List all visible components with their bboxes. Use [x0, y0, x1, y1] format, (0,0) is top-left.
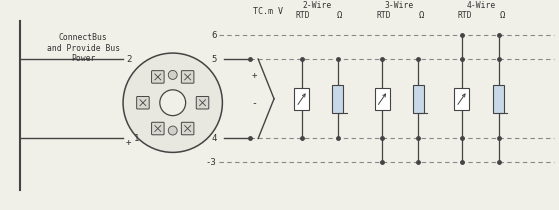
FancyBboxPatch shape [151, 122, 164, 135]
Text: Ω: Ω [418, 11, 424, 20]
Text: -: - [251, 98, 257, 108]
Bar [332, 85, 343, 113]
Text: ConnectBus
and Provide Bus
Power: ConnectBus and Provide Bus Power [47, 33, 120, 63]
FancyBboxPatch shape [136, 96, 149, 109]
Text: +: + [126, 138, 131, 147]
Text: Ω: Ω [337, 11, 342, 20]
Bar [493, 85, 504, 113]
Text: -3: -3 [206, 158, 216, 167]
Text: TC.m V: TC.m V [253, 7, 283, 16]
Circle shape [123, 53, 222, 152]
Text: Ω: Ω [500, 11, 505, 20]
Text: 6: 6 [211, 31, 216, 40]
FancyBboxPatch shape [151, 71, 164, 83]
Text: 1: 1 [134, 134, 139, 143]
FancyBboxPatch shape [181, 122, 194, 135]
Text: 5: 5 [211, 55, 216, 64]
Bar [454, 88, 469, 110]
Text: RTD: RTD [377, 11, 392, 20]
Bar [413, 85, 424, 113]
Text: +: + [252, 71, 257, 80]
Text: 4-Wire: 4-Wire [467, 1, 496, 10]
Circle shape [168, 126, 177, 135]
Text: RTD: RTD [457, 11, 472, 20]
Text: 3-Wire: 3-Wire [385, 1, 414, 10]
Circle shape [160, 90, 186, 116]
Text: RTD: RTD [296, 11, 310, 20]
Circle shape [168, 70, 177, 79]
Text: 2-Wire: 2-Wire [302, 1, 331, 10]
Bar [375, 88, 390, 110]
FancyBboxPatch shape [181, 71, 194, 83]
Bar [295, 88, 309, 110]
Text: 2: 2 [126, 55, 131, 64]
Text: 4: 4 [211, 134, 216, 143]
FancyBboxPatch shape [196, 96, 209, 109]
